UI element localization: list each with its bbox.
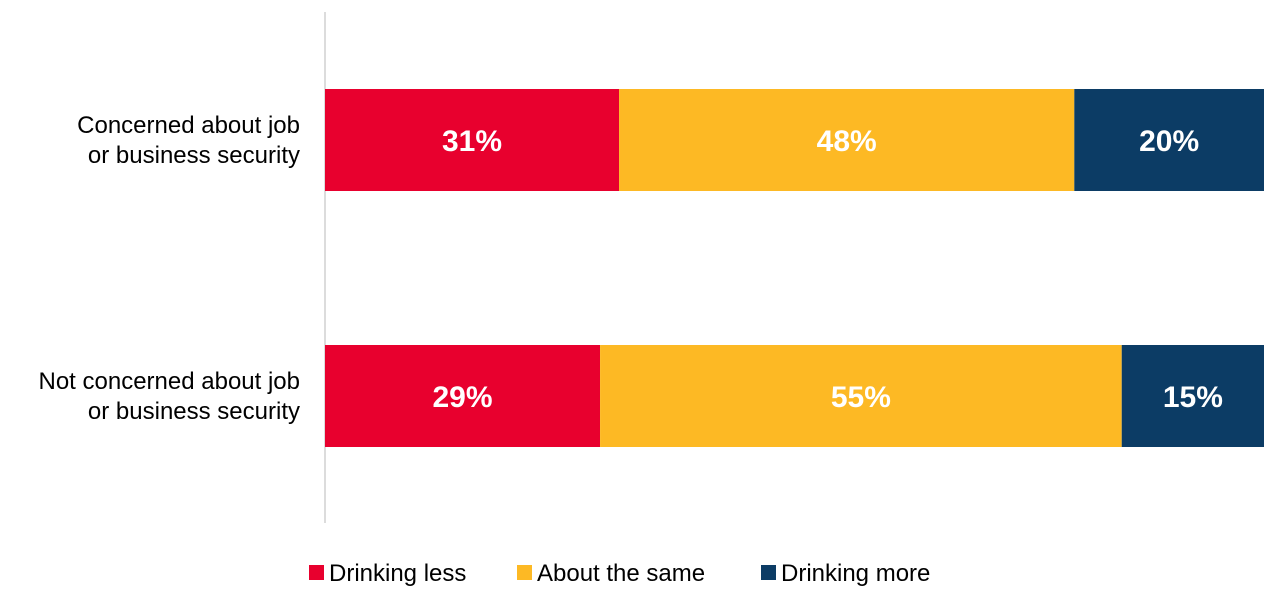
legend-swatch <box>517 565 532 580</box>
bar-segment <box>325 345 601 447</box>
bar-data-label: 15% <box>1163 381 1223 414</box>
legend: Drinking less About the same Drinking more <box>309 560 930 587</box>
bar-data-label: 48% <box>817 125 877 158</box>
category-label-line: or business security <box>88 398 300 425</box>
category-label-line: Not concerned about job <box>38 368 300 395</box>
category-label-line: or business security <box>88 142 300 169</box>
bar-segment <box>1074 89 1264 191</box>
bar-data-labels: 31% 48% 20% 29% 55% 15% <box>433 125 1223 414</box>
bar-data-label: 31% <box>442 125 502 158</box>
legend-entry-label: Drinking more <box>781 560 930 587</box>
bar-segment <box>619 89 1075 191</box>
bars <box>325 89 1264 447</box>
bar-data-label: 29% <box>433 381 493 414</box>
category-labels: Concerned about job or business security N… <box>38 112 300 425</box>
bar-data-label: 20% <box>1139 125 1199 158</box>
legend-entry-label: About the same <box>537 560 705 587</box>
bar-segment <box>600 345 1122 447</box>
legend-swatch <box>761 565 776 580</box>
category-label-line: Concerned about job <box>77 112 300 139</box>
bar-segment <box>325 89 620 191</box>
legend-entry-label: Drinking less <box>329 560 466 587</box>
bar-data-label: 55% <box>831 381 891 414</box>
legend-swatch <box>309 565 324 580</box>
bar-segment <box>1121 345 1264 447</box>
